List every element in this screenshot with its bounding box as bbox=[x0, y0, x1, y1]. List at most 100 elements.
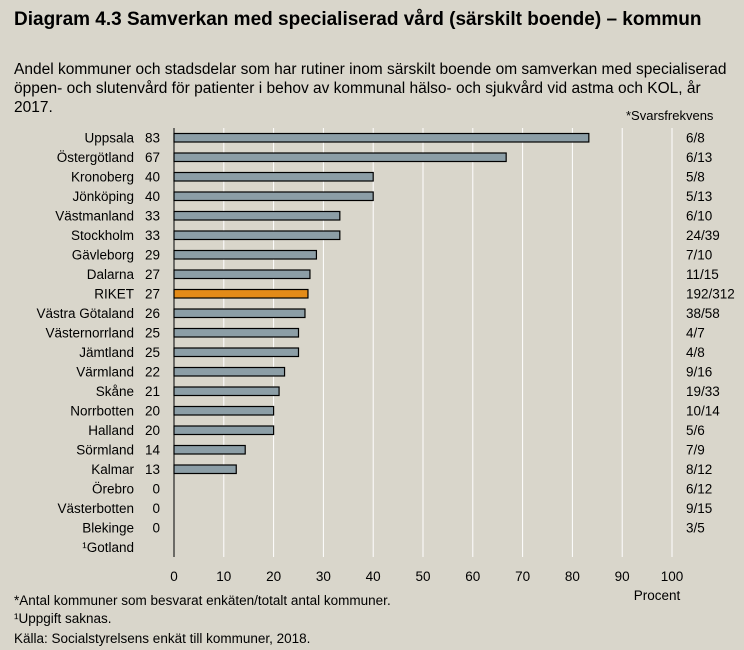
category-label: Kronoberg bbox=[71, 170, 134, 185]
x-tick-label: 20 bbox=[266, 569, 281, 584]
category-label: Norrbotten bbox=[70, 404, 134, 419]
bar-sörmland bbox=[173, 444, 246, 455]
response-rate: 7/10 bbox=[686, 248, 712, 263]
category-label: Uppsala bbox=[84, 131, 134, 146]
value-label: 27 bbox=[145, 287, 160, 302]
bar-uppsala bbox=[173, 132, 590, 143]
value-label: 20 bbox=[145, 404, 160, 419]
bar-västra-götaland bbox=[173, 308, 306, 319]
value-label: 67 bbox=[145, 150, 160, 165]
x-tick-label: 100 bbox=[661, 569, 684, 584]
x-tick-label: 10 bbox=[216, 569, 231, 584]
value-label: 33 bbox=[145, 209, 160, 224]
value-label: 26 bbox=[145, 306, 160, 321]
response-rate: 11/15 bbox=[686, 267, 719, 282]
category-label: ¹Gotland bbox=[82, 540, 134, 555]
bar-gävleborg bbox=[173, 249, 318, 260]
response-rates: 6/8 6/13 5/8 5/13 6/10 24/39 7/10 11/15 192/312 3… bbox=[686, 131, 735, 536]
bar-stockholm bbox=[173, 230, 341, 241]
x-tick-label: 30 bbox=[316, 569, 331, 584]
bar-jämtland bbox=[173, 347, 300, 358]
value-label: 0 bbox=[152, 501, 160, 516]
value-label: 33 bbox=[145, 228, 160, 243]
category-label: Jämtland bbox=[79, 345, 134, 360]
response-rate: 4/8 bbox=[686, 345, 705, 360]
response-rate-header: *Svarsfrekvens bbox=[626, 108, 714, 123]
response-rate: 6/8 bbox=[686, 131, 705, 146]
category-label: Jönköping bbox=[72, 189, 134, 204]
x-tick-label: 70 bbox=[515, 569, 530, 584]
response-rate: 5/6 bbox=[686, 423, 705, 438]
response-rate: 7/9 bbox=[686, 443, 705, 458]
bar-norrbotten bbox=[173, 405, 275, 416]
response-rate: 8/12 bbox=[686, 462, 712, 477]
category-label: Värmland bbox=[76, 365, 134, 380]
category-label: Örebro bbox=[92, 482, 134, 497]
value-label: 83 bbox=[145, 131, 160, 146]
x-tick-label: 40 bbox=[366, 569, 381, 584]
bar-västmanland bbox=[173, 210, 341, 221]
category-label: Östergötland bbox=[57, 150, 134, 165]
value-label: 14 bbox=[145, 443, 161, 458]
bar-västernorrland bbox=[173, 327, 300, 338]
source-note: Källa: Socialstyrelsens enkät till kommu… bbox=[14, 631, 311, 646]
category-label: Halland bbox=[88, 423, 134, 438]
response-rate: 24/39 bbox=[686, 228, 720, 243]
category-label: Västmanland bbox=[55, 209, 134, 224]
bar-värmland bbox=[173, 366, 286, 377]
response-rate: 10/14 bbox=[686, 404, 720, 419]
x-axis-title: Procent bbox=[634, 588, 681, 603]
category-label: Blekinge bbox=[82, 521, 134, 536]
bar-halland bbox=[173, 425, 275, 436]
category-label: Dalarna bbox=[87, 267, 135, 282]
response-rate: 4/7 bbox=[686, 326, 705, 341]
bar-kalmar bbox=[173, 464, 237, 475]
value-label: 0 bbox=[152, 482, 160, 497]
category-label: Skåne bbox=[96, 384, 134, 399]
category-label: Västerbotten bbox=[57, 501, 134, 516]
value-label: 21 bbox=[145, 384, 160, 399]
response-rate: 6/10 bbox=[686, 209, 712, 224]
x-tick-label: 90 bbox=[615, 569, 630, 584]
response-rate: 192/312 bbox=[686, 287, 735, 302]
response-rate: 3/5 bbox=[686, 521, 705, 536]
x-tick-label: 60 bbox=[465, 569, 480, 584]
chart-subtitle: Andel kommuner och stadsdelar som har ru… bbox=[14, 61, 727, 116]
category-label: Västernorrland bbox=[45, 326, 134, 341]
bar-kronoberg bbox=[173, 171, 374, 182]
x-tick-label: 80 bbox=[565, 569, 580, 584]
footnote-response: *Antal kommuner som besvarat enkäten/tot… bbox=[14, 593, 391, 608]
value-label: 25 bbox=[145, 326, 160, 341]
value-label: 27 bbox=[145, 267, 160, 282]
value-label: 40 bbox=[145, 189, 160, 204]
category-label: Västra Götaland bbox=[36, 306, 134, 321]
value-label: 13 bbox=[145, 462, 160, 477]
response-rate: 19/33 bbox=[686, 384, 720, 399]
x-tick-label: 50 bbox=[415, 569, 430, 584]
value-label: 29 bbox=[145, 248, 160, 263]
x-axis: 0 10 20 30 40 50 60 70 80 90 100 Procent bbox=[170, 128, 683, 603]
chart-title: Diagram 4.3 Samverkan med specialiserad … bbox=[14, 9, 702, 30]
bar-jönköping bbox=[173, 191, 374, 202]
category-label: Sörmland bbox=[76, 443, 134, 458]
category-label: Kalmar bbox=[91, 462, 134, 477]
value-label: 0 bbox=[152, 521, 160, 536]
bars bbox=[173, 132, 590, 475]
bar-skåne bbox=[173, 386, 280, 397]
response-rate: 9/15 bbox=[686, 501, 712, 516]
category-label: Stockholm bbox=[71, 228, 134, 243]
value-label: 40 bbox=[145, 170, 160, 185]
category-labels: Uppsala 83 Östergötland 67 Kronoberg 40 Jönköp… bbox=[36, 131, 161, 555]
response-rate: 5/13 bbox=[686, 189, 712, 204]
response-rate: 6/13 bbox=[686, 150, 712, 165]
bar-östergötland bbox=[173, 152, 507, 163]
value-label: 22 bbox=[145, 365, 160, 380]
response-rate: 5/8 bbox=[686, 170, 705, 185]
category-label: RIKET bbox=[94, 287, 134, 302]
value-label: 25 bbox=[145, 345, 160, 360]
response-rate: 6/12 bbox=[686, 482, 712, 497]
bar-dalarna bbox=[173, 269, 311, 280]
footnote-missing: ¹Uppgift saknas. bbox=[14, 611, 112, 626]
response-rate: 38/58 bbox=[686, 306, 720, 321]
